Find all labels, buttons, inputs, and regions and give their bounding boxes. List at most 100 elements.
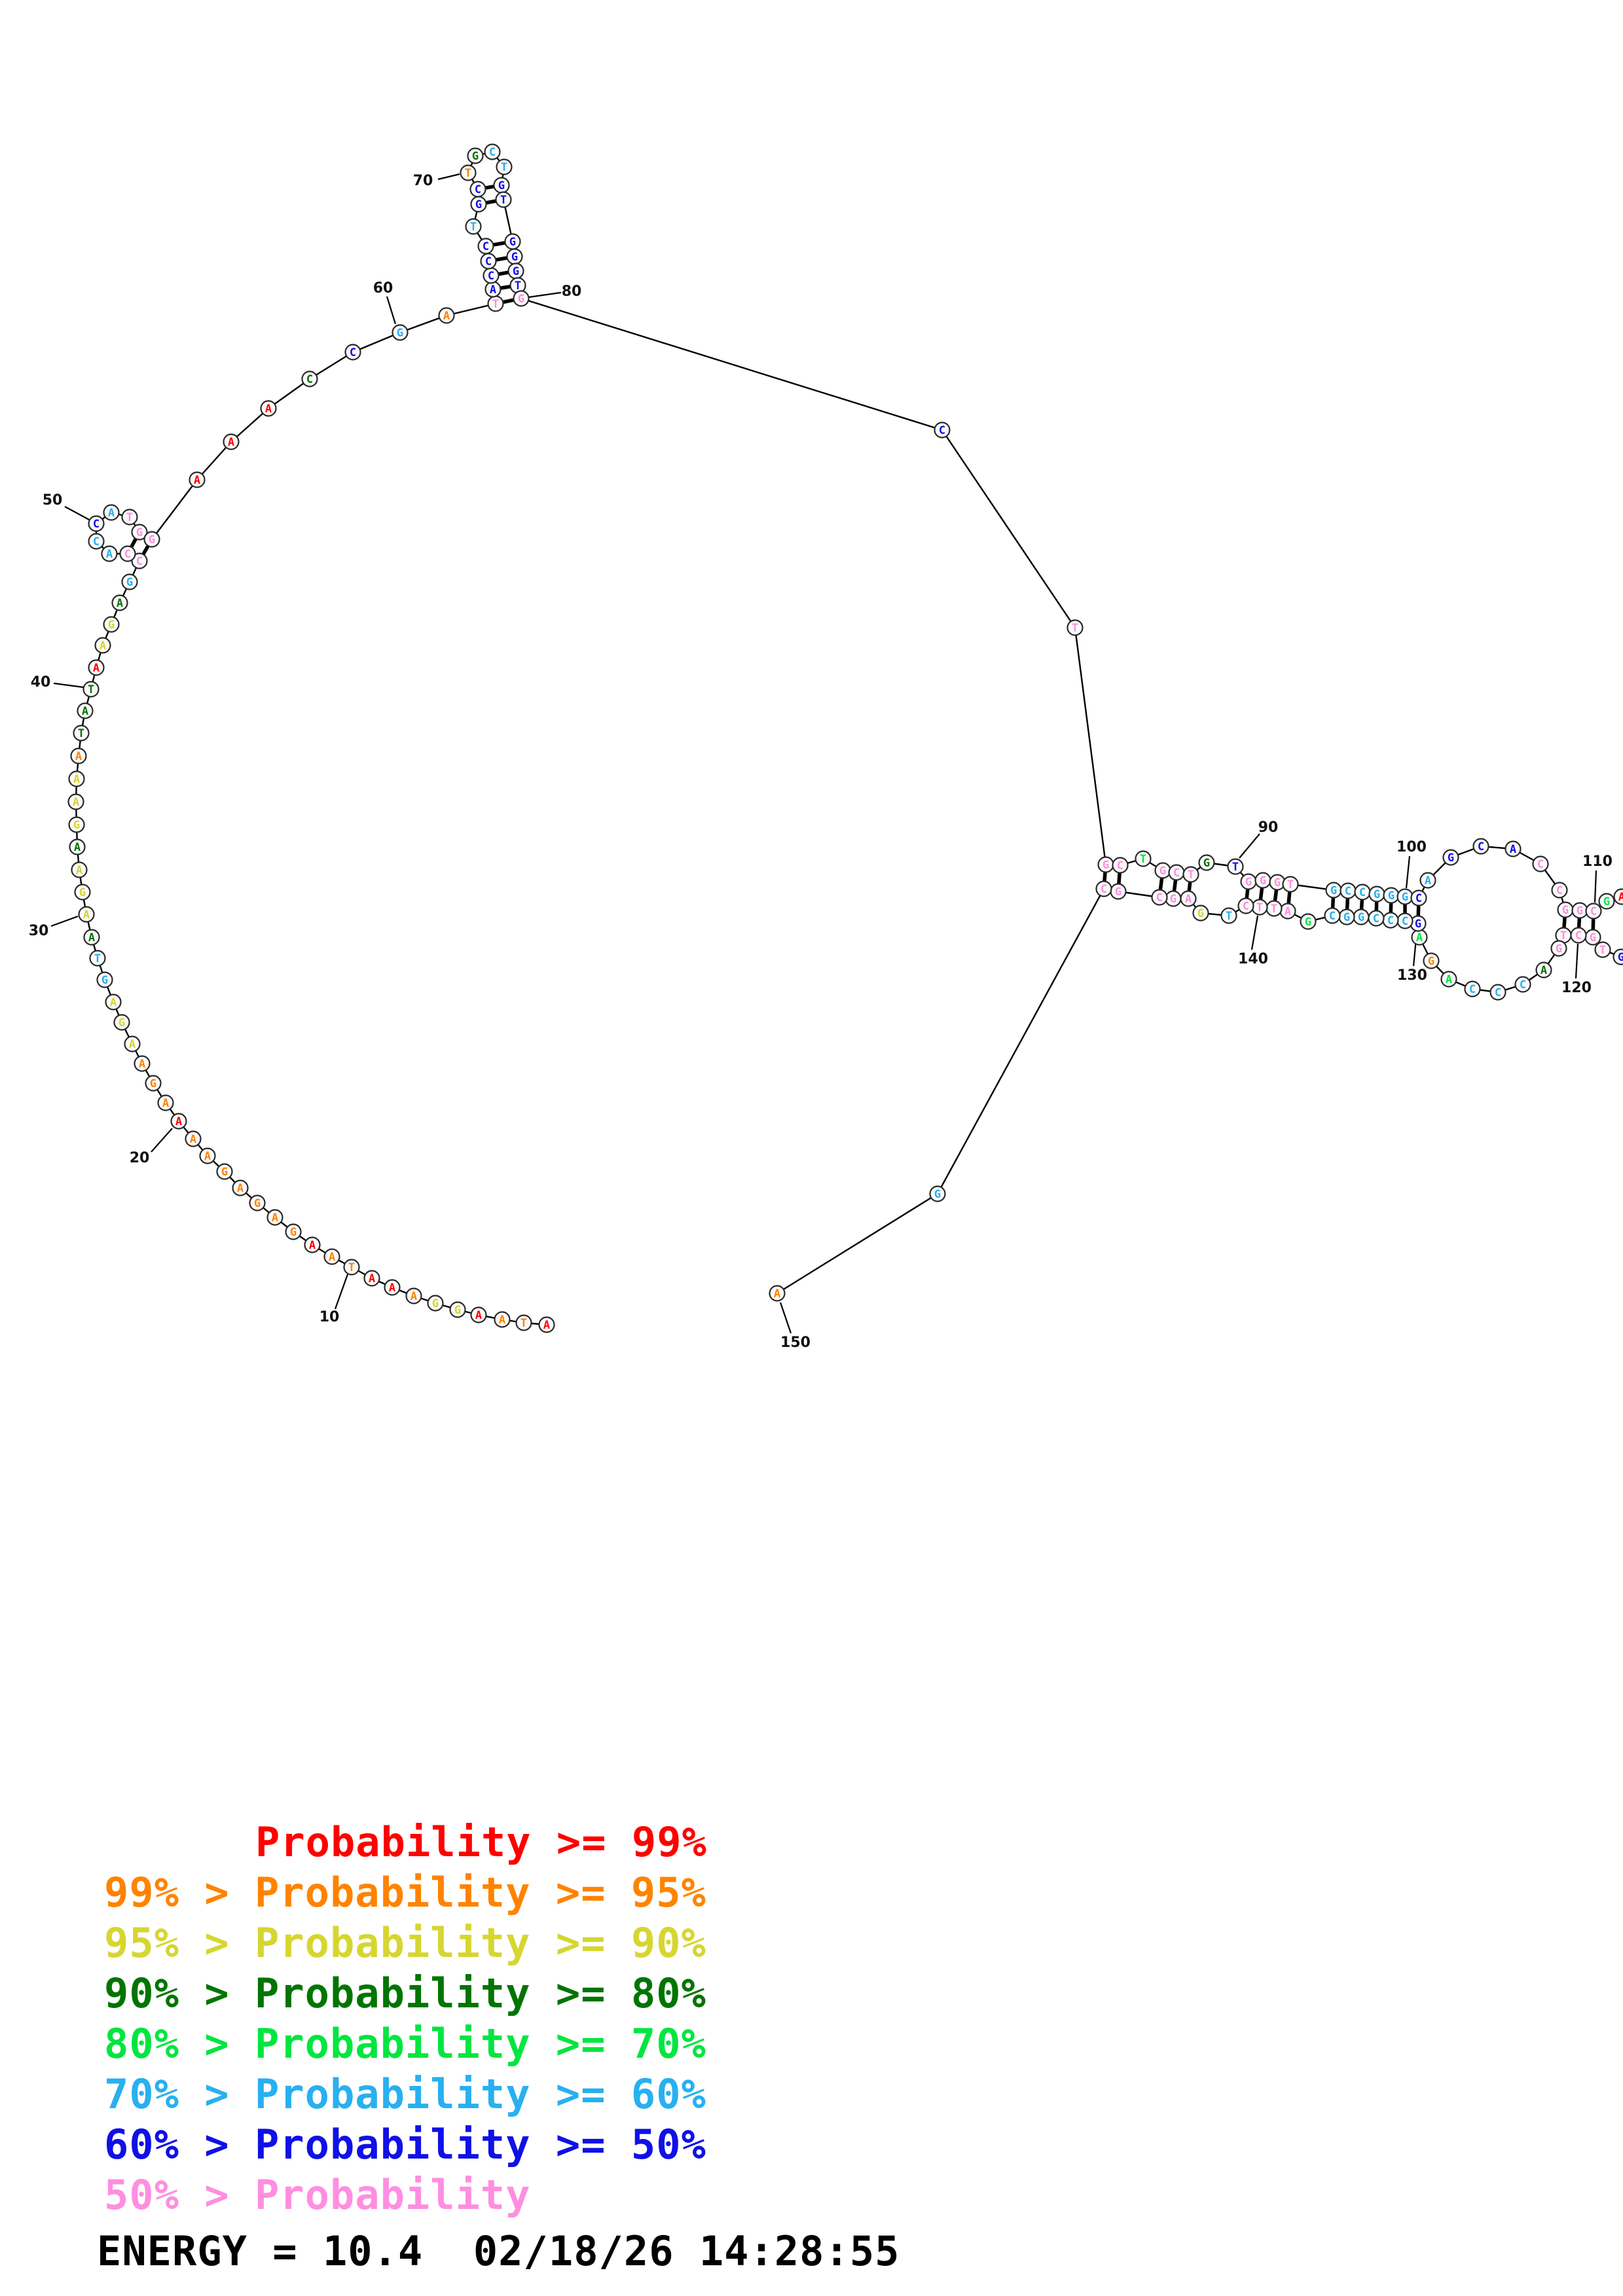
nucleotide-letter: A (309, 1239, 316, 1252)
nucleotide-circle (477, 238, 494, 255)
nucleotide-letter: A (1416, 931, 1423, 944)
nucleotide-circle (1182, 866, 1199, 883)
nucleotide-letter: G (1260, 874, 1266, 888)
nucleotide-circle (266, 1209, 283, 1226)
nucleotide-circle (134, 1055, 151, 1072)
nucleotide-letter: A (93, 662, 100, 675)
nucleotide-letter: T (348, 1261, 355, 1274)
position-tick (1239, 833, 1260, 859)
nucleotide-circle (1237, 897, 1254, 914)
position-tick (437, 173, 460, 181)
nucleotide-letter: C (1556, 884, 1563, 897)
position-tick (1594, 870, 1597, 903)
nucleotide-circle (170, 1113, 187, 1130)
nucleotide-letter: C (93, 535, 100, 548)
backbone-segment (196, 441, 232, 480)
nucleotide-letter: C (1575, 929, 1582, 942)
legend-line: 50% > Probability (104, 2171, 531, 2219)
nucleotide-letter: G (1590, 931, 1596, 944)
nucleotide-letter: G (1603, 895, 1610, 908)
nucleotide-circle (1613, 948, 1623, 965)
nucleotide-circle (470, 1306, 487, 1323)
nucleotide-letter: A (162, 1097, 169, 1110)
nucleotide-letter: A (106, 548, 113, 561)
position-tick (528, 291, 562, 298)
nucleotide-letter: C (350, 346, 356, 359)
nucleotide-circle (131, 552, 148, 569)
nucleotide-circle (82, 681, 100, 698)
nucleotide-letter: G (1274, 876, 1281, 889)
nucleotide-letter: C (1373, 912, 1379, 925)
nucleotide-letter: C (1402, 915, 1408, 928)
nucleotide-letter: T (492, 298, 499, 311)
nucleotide-letter: C (485, 255, 492, 268)
nucleotide-letter: G (1245, 876, 1252, 889)
nucleotide-circle (185, 1130, 202, 1147)
nucleotide-circle (1112, 857, 1129, 874)
position-label: 120 (1561, 980, 1592, 996)
nucleotide-circle (384, 1279, 401, 1296)
nucleotide-letter: G (509, 236, 516, 249)
backbone-segment (776, 1193, 938, 1295)
nucleotide-circle (216, 1163, 233, 1180)
nucleotide-letter: A (490, 283, 496, 296)
nucleotide-circle (1550, 940, 1567, 957)
nucleotide-circle (343, 1259, 360, 1276)
nucleotide-circle (71, 861, 88, 878)
nucleotide-letter: G (1374, 888, 1380, 901)
nucleotide-letter: A (329, 1251, 335, 1264)
nucleotide-circle (469, 181, 486, 198)
nucleotide-circle (1535, 961, 1552, 978)
nucleotide-letter: C (1495, 986, 1501, 999)
nucleotide-circle (145, 1075, 162, 1092)
nucleotide-circle (69, 838, 86, 855)
legend-line: 90% > Probability >= 80% (104, 1969, 706, 2017)
nucleotide-letter: G (126, 576, 133, 589)
nucleotide-circle (88, 533, 105, 550)
nucleotide-circle (96, 971, 113, 988)
nucleotide-circle (1489, 984, 1506, 1001)
nucleotide-circle (465, 218, 482, 235)
nucleotide-circle (199, 1147, 216, 1164)
nucleotide-letter: A (100, 639, 106, 653)
nucleotide-letter: C (93, 518, 100, 531)
nucleotide-circle (438, 307, 455, 324)
nucleotide-letter: C (483, 240, 489, 253)
nucleotide-circle (94, 637, 111, 654)
nucleotide-letter: C (1387, 914, 1394, 927)
nucleotide-letter: C (489, 146, 496, 159)
nucleotide-circle (1613, 888, 1623, 905)
nucleotide-letter: G (934, 1188, 941, 1201)
nucleotide-letter: C (475, 183, 481, 196)
nucleotide-circle (1504, 840, 1522, 857)
position-label: 30 (29, 923, 49, 939)
position-label: 60 (373, 280, 393, 296)
nucleotide-letter: G (1170, 893, 1176, 906)
nucleotide-letter: T (1271, 903, 1277, 916)
nucleotide-letter: G (136, 526, 143, 539)
nucleotide-letter: G (472, 150, 479, 163)
nucleotide-letter: A (1425, 874, 1431, 888)
nucleotide-letter: G (1402, 891, 1408, 904)
nucleotide-letter: A (190, 1133, 196, 1146)
nucleotide-letter: G (1115, 886, 1122, 899)
nucleotide-circle (1198, 854, 1215, 871)
nucleotide-letter: A (129, 1038, 136, 1051)
nucleotide-letter: A (73, 796, 79, 809)
nucleotide-circle (538, 1316, 555, 1333)
nucleotide-letter: G (498, 179, 505, 192)
position-tick (50, 915, 79, 927)
nucleotide-circle (143, 531, 160, 548)
nucleotide-letter: A (82, 705, 88, 718)
nucleotide-circle (1227, 858, 1244, 875)
nucleotide-letter: C (1415, 892, 1422, 905)
nucleotide-letter: A (272, 1211, 278, 1225)
position-label: 150 (780, 1335, 811, 1351)
nucleotide-letter: A (76, 864, 82, 877)
nucleotide-letter: T (1226, 910, 1232, 923)
nucleotide-circle (449, 1301, 466, 1318)
nucleotide-letter: G (513, 265, 519, 278)
legend-line: 95% > Probability >= 90% (104, 1919, 706, 1967)
nucleotide-letter: C (939, 424, 945, 437)
